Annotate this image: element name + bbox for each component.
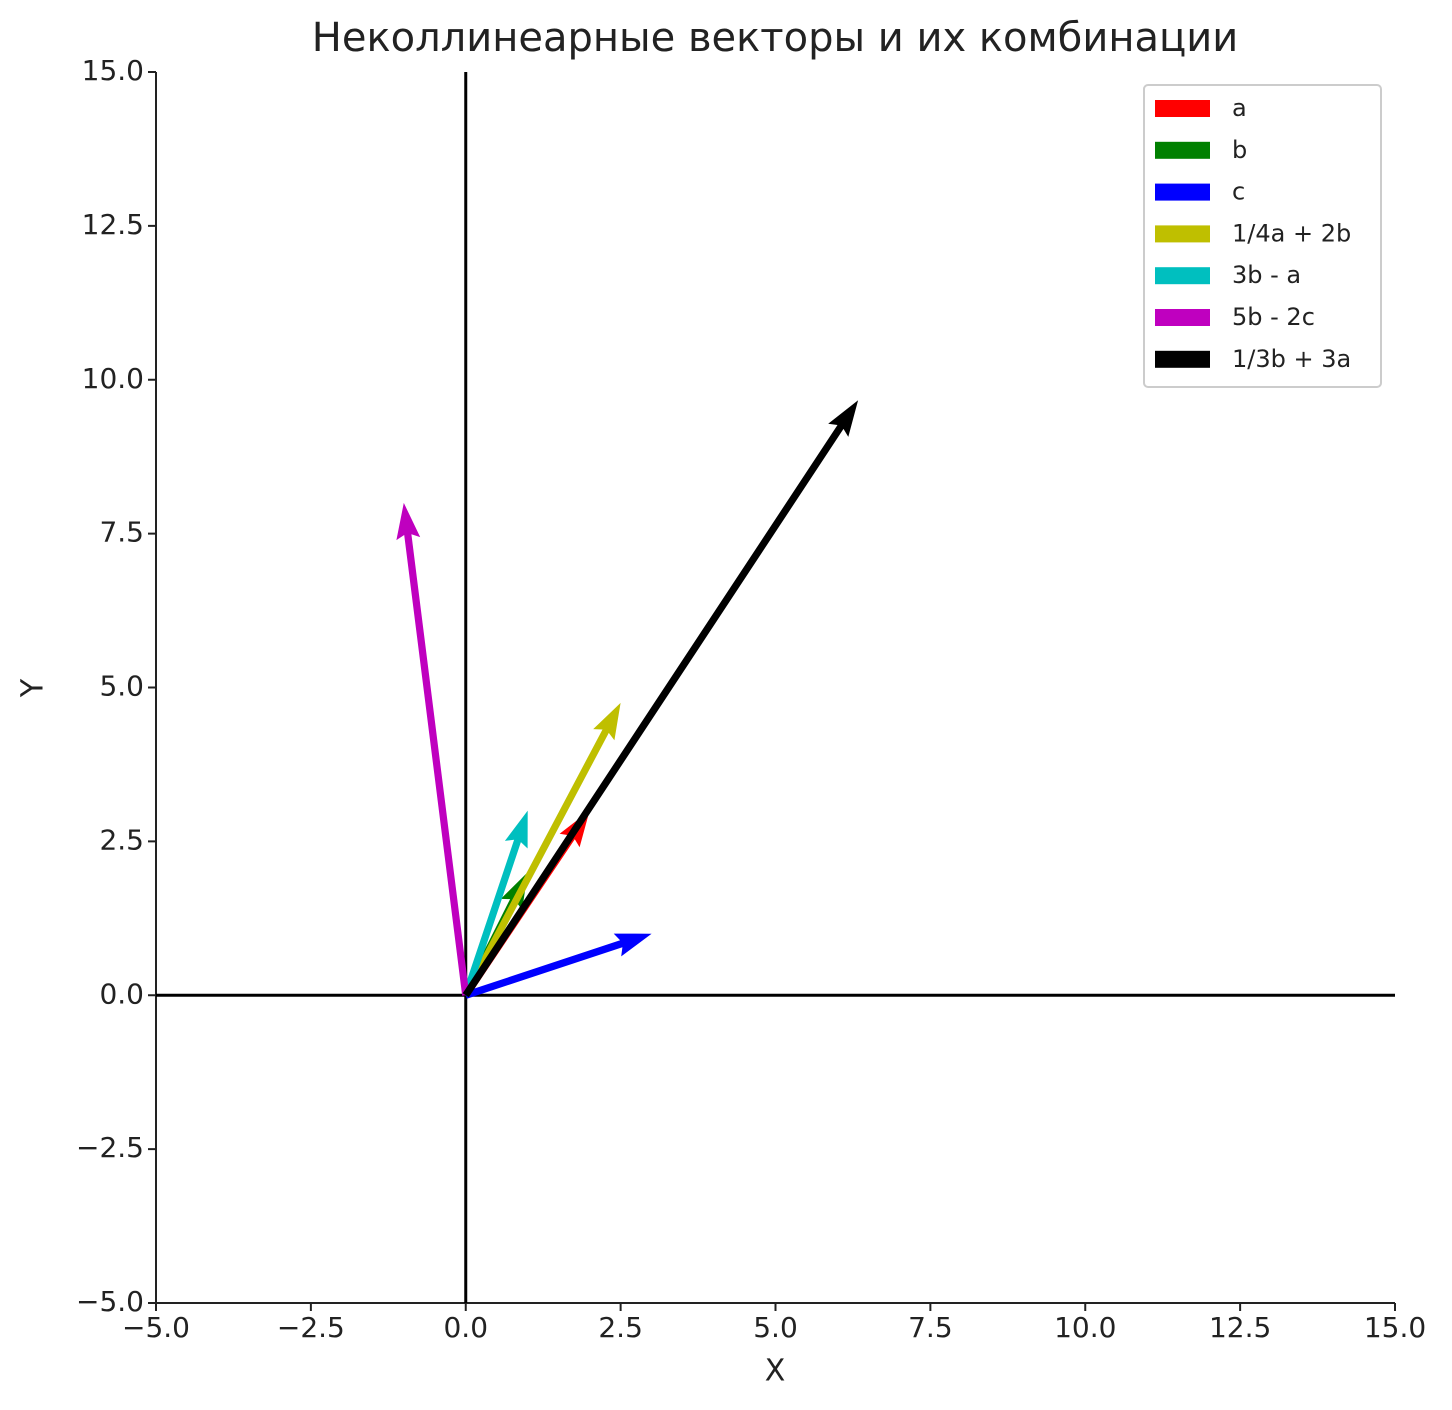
x-tick-label: 2.5: [598, 1311, 643, 1344]
legend-label: 1/3b + 3a: [1232, 345, 1351, 373]
chart-title: Неколлинеарные векторы и их комбинации: [312, 15, 1238, 61]
legend-swatch: [1155, 225, 1210, 243]
legend-swatch: [1155, 183, 1210, 201]
legend-swatch: [1155, 267, 1210, 285]
legend-label: b: [1232, 136, 1247, 164]
vector-arrow: [396, 502, 470, 996]
legend-swatch: [1155, 309, 1210, 326]
x-tick-label: 15.0: [1364, 1311, 1426, 1344]
legend-label: 1/4a + 2b: [1232, 219, 1351, 247]
y-tick-label: −2.5: [76, 1131, 144, 1164]
legend-swatch: [1155, 100, 1210, 117]
x-axis-label: X: [765, 1354, 786, 1389]
x-tick-label: 12.5: [1209, 1311, 1271, 1344]
y-tick-label: 10.0: [82, 362, 144, 395]
y-tick-label: 0.0: [99, 977, 144, 1010]
x-tick-label: 5.0: [753, 1311, 798, 1344]
vector-arrow: [462, 702, 621, 997]
vector-arrow: [462, 810, 528, 997]
legend-swatch: [1155, 350, 1210, 368]
legend-label: 3b - a: [1232, 261, 1301, 289]
x-tick-label: 10.0: [1054, 1311, 1116, 1344]
legend-label: c: [1232, 178, 1245, 206]
x-tick-label: 0.0: [443, 1311, 488, 1344]
x-tick-label: −2.5: [277, 1311, 345, 1344]
y-tick-label: −5.0: [76, 1285, 144, 1318]
x-tick-label: −5.0: [122, 1311, 190, 1344]
legend-label: a: [1232, 94, 1247, 122]
y-tick-label: 5.0: [99, 670, 144, 703]
x-tick-label: 7.5: [908, 1311, 953, 1344]
y-tick-label: 12.5: [82, 208, 144, 241]
y-tick-label: 7.5: [99, 516, 144, 549]
legend-label: 5b - 2c: [1232, 303, 1315, 331]
y-axis-label: Y: [16, 678, 51, 698]
y-tick-label: 2.5: [99, 823, 144, 856]
vector-arrow: [462, 400, 859, 998]
vector-arrow: [464, 933, 652, 999]
legend-swatch: [1155, 141, 1210, 159]
y-tick-label: 15.0: [82, 54, 144, 87]
